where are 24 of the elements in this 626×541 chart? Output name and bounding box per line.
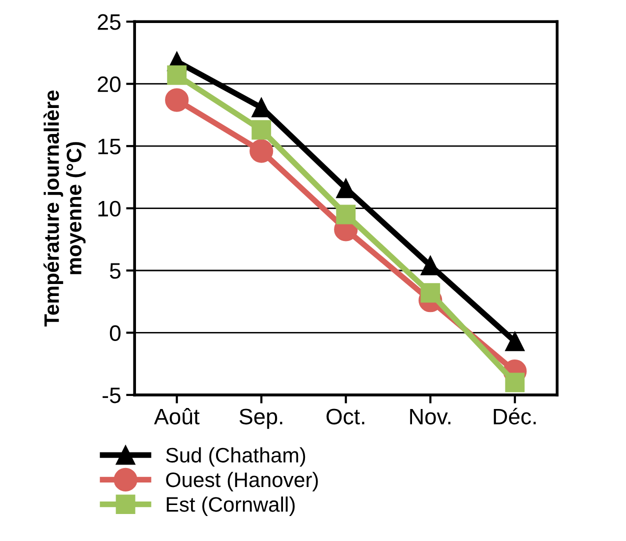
y-tick-label: -5	[102, 388, 120, 404]
legend-label: Ouest (Hanover)	[166, 472, 318, 492]
y-tick-label: 15	[98, 138, 120, 154]
y-axis-title: Température journalière moyenne (°C)	[44, 90, 86, 327]
point	[167, 65, 187, 85]
point	[336, 204, 356, 224]
y-tick-label: 20	[98, 76, 121, 92]
x-tick-label: Sep.	[240, 408, 282, 429]
legend-label: Sud (Chatham)	[166, 447, 306, 467]
y-tick-label: 5	[110, 263, 120, 279]
y-tick-label: 25	[98, 14, 120, 30]
x-tick-label: Août	[154, 408, 200, 424]
y-tick-label: 10	[98, 200, 121, 217]
x-tick-label: Déc.	[494, 408, 536, 424]
point	[420, 283, 440, 303]
point	[252, 120, 272, 140]
point	[250, 139, 274, 163]
x-tick-label: Oct.	[326, 408, 364, 424]
y-tick-label: 0	[110, 325, 121, 341]
point	[165, 88, 189, 112]
point	[505, 372, 525, 392]
legend-label: Est (Cornwall)	[166, 496, 295, 516]
x-tick-label: Nov.	[410, 408, 450, 424]
point	[505, 332, 525, 352]
